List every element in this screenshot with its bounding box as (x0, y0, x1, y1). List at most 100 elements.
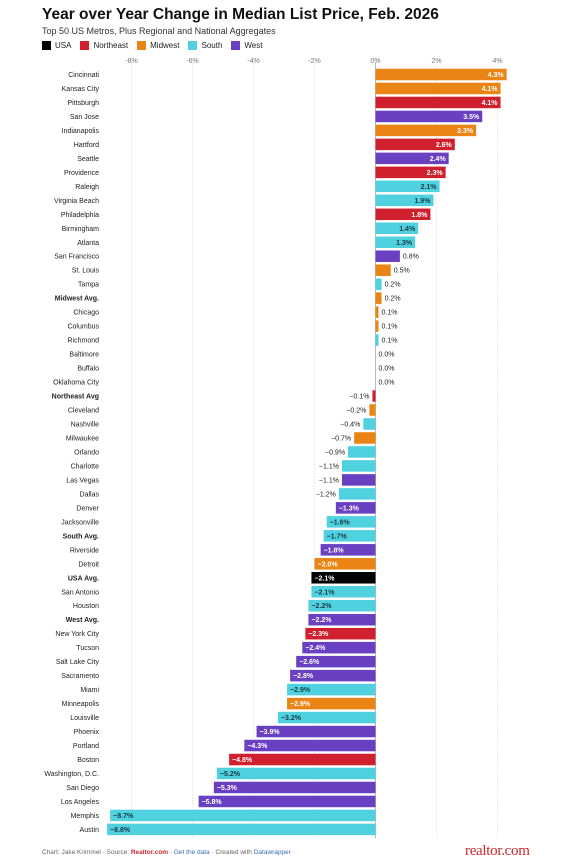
legend-item-midwest: Midwest (137, 41, 179, 50)
category-label: Los Angeles (61, 799, 100, 806)
footer-separator: · (168, 849, 174, 856)
category-label: Raleigh (75, 184, 99, 191)
category-label: Jacksonville (61, 519, 99, 526)
value-label: −2.8% (293, 673, 314, 680)
value-label: 0.2% (385, 282, 401, 289)
value-label: 0.5% (394, 268, 410, 275)
bar (375, 320, 379, 332)
category-label: Philadelphia (61, 212, 99, 219)
legend-item-west: West (231, 41, 262, 50)
bar (375, 124, 477, 137)
bar (375, 180, 440, 193)
category-label: Providence (64, 170, 99, 177)
bar (375, 96, 501, 109)
chart-title: Year over Year Change in Median List Pri… (42, 6, 439, 23)
category-label: South Avg. (63, 533, 99, 540)
bar (375, 194, 434, 207)
value-label: 4.1% (482, 100, 499, 107)
value-label: −2.2% (311, 617, 332, 624)
value-label: 0.8% (403, 254, 419, 261)
category-label: USA Avg. (68, 575, 99, 582)
category-label: Midwest Avg. (55, 296, 99, 303)
value-label: −1.7% (327, 533, 348, 540)
bar (287, 683, 376, 696)
bar (375, 208, 431, 221)
value-label: −1.6% (330, 519, 351, 526)
bar (308, 599, 376, 612)
category-label: Seattle (77, 156, 99, 163)
bar (308, 613, 376, 626)
category-label: Baltimore (69, 352, 99, 359)
bar (354, 432, 376, 444)
bar (375, 278, 382, 290)
bar (216, 767, 376, 780)
value-label: −4.3% (247, 743, 268, 750)
bar (277, 711, 376, 724)
bar (341, 474, 376, 486)
bar (287, 697, 376, 710)
x-tick-label: 0% (370, 58, 380, 65)
legend-swatch-usa (42, 41, 51, 50)
bar (198, 795, 376, 808)
legend-label-midwest: Midwest (150, 41, 180, 50)
category-label: Louisville (70, 715, 99, 722)
value-label: −1.3% (339, 505, 360, 512)
value-label: −0.9% (325, 449, 345, 456)
category-label: Salt Lake City (56, 659, 100, 666)
bar (375, 68, 507, 81)
value-label: −2.1% (314, 575, 335, 582)
category-label: Atlanta (77, 240, 99, 247)
value-label: −1.2% (316, 491, 336, 498)
category-label: Sacramento (61, 673, 99, 680)
category-label: Houston (73, 603, 99, 610)
bar (375, 166, 446, 179)
value-label: −3.9% (260, 729, 281, 736)
category-label: Virginia Beach (54, 198, 99, 205)
category-label: Portland (73, 743, 99, 750)
value-label: −3.2% (281, 715, 302, 722)
category-label: Washington, D.C. (44, 771, 99, 778)
value-label: −1.1% (319, 477, 339, 484)
category-label: Denver (76, 505, 99, 512)
value-label: −5.3% (217, 785, 238, 792)
bar (229, 753, 376, 766)
bar (213, 781, 376, 794)
x-tick-label: -8% (125, 58, 137, 65)
bar (375, 250, 400, 262)
bar (338, 488, 376, 500)
bar (375, 292, 382, 304)
bar (375, 152, 449, 165)
category-label: Austin (80, 827, 100, 834)
get-data-link[interactable]: Get the data (173, 849, 210, 856)
bar (320, 544, 376, 556)
value-label: 0.1% (382, 338, 398, 345)
legend-swatch-northeast (80, 41, 90, 50)
bar (375, 264, 391, 276)
value-label: 2.6% (436, 142, 453, 149)
category-label: West Avg. (66, 617, 99, 624)
source-link[interactable]: Realtor.com (130, 849, 169, 856)
category-label: Phoenix (74, 729, 100, 736)
value-label: −2.2% (311, 603, 332, 610)
bar (348, 446, 376, 458)
bar (375, 138, 455, 151)
bar (372, 390, 376, 402)
legend-item-northeast: Northeast (80, 41, 128, 50)
value-label: −0.2% (346, 408, 366, 415)
value-label: −2.4% (305, 645, 326, 652)
bar (326, 516, 376, 528)
footer-credit: Chart: Jake Krimmel · Source: (42, 849, 131, 856)
bar (302, 641, 376, 654)
category-label: Tampa (78, 282, 99, 289)
value-label: 1.8% (411, 212, 428, 219)
legend-item-south: South (188, 41, 222, 50)
chart-legend: USA Northeast Midwest South West (42, 41, 262, 50)
value-label: −8.8% (110, 827, 131, 834)
bar (311, 572, 376, 584)
bar (110, 809, 376, 822)
bar (375, 236, 416, 248)
datawrapper-link[interactable]: Datawrapper (253, 849, 291, 856)
footer-created-with: · Created with (209, 849, 254, 856)
bar (290, 669, 376, 682)
